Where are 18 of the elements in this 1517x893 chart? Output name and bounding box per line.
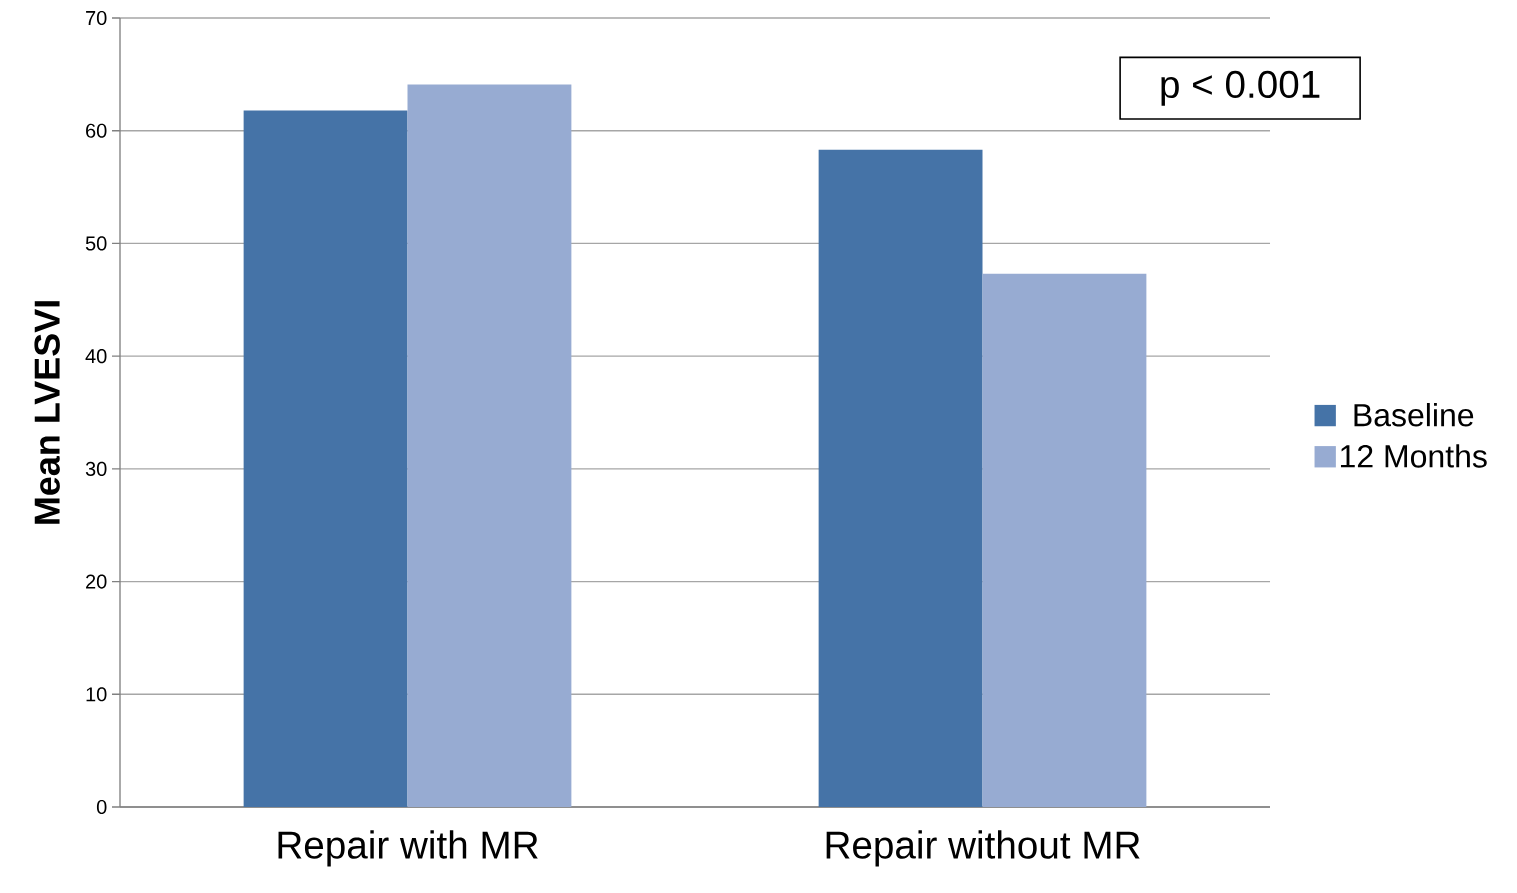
y-tick-label: 30 — [85, 461, 107, 476]
y-tick-label: 70 — [86, 10, 107, 26]
legend-label: Baseline — [1354, 402, 1474, 427]
y-tick-label: 0 — [96, 799, 107, 815]
y-tick-label: 20 — [86, 574, 107, 589]
y-tick-label: 60 — [86, 123, 107, 138]
x-tick-label: Repair with MR — [278, 830, 538, 867]
legend-label: 12 Months — [1340, 444, 1487, 468]
x-tick-label: Repair without MR — [826, 830, 1140, 867]
y-tick-label: 50 — [85, 236, 107, 251]
annotation: p < 0.001 — [1161, 70, 1320, 106]
bar — [407, 84, 572, 807]
bar — [818, 149, 983, 807]
bar — [243, 110, 408, 807]
bar — [982, 273, 1147, 807]
y-tick-label: 40 — [85, 349, 107, 364]
y-axis-title: Mean LVESVI — [34, 301, 60, 524]
y-tick-label: 10 — [86, 687, 107, 702]
